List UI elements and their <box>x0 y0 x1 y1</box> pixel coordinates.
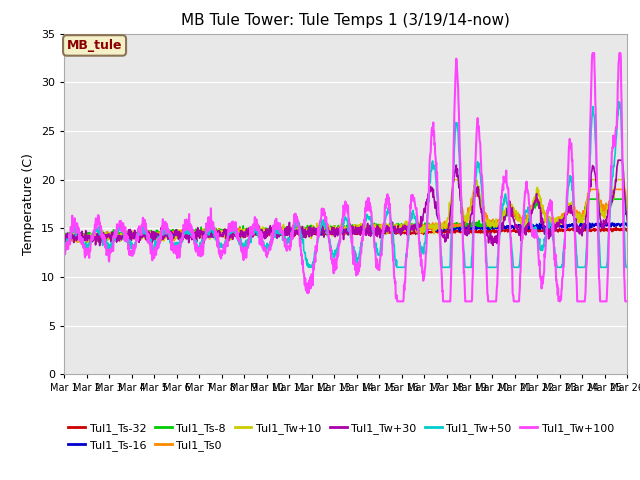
Y-axis label: Temperature (C): Temperature (C) <box>22 153 35 255</box>
Text: MB_tule: MB_tule <box>67 39 122 52</box>
Legend: Tul1_Ts-32, Tul1_Ts-16, Tul1_Ts-8, Tul1_Ts0, Tul1_Tw+10, Tul1_Tw+30, Tul1_Tw+50,: Tul1_Ts-32, Tul1_Ts-16, Tul1_Ts-8, Tul1_… <box>64 419 618 455</box>
Title: MB Tule Tower: Tule Temps 1 (3/19/14-now): MB Tule Tower: Tule Temps 1 (3/19/14-now… <box>181 13 510 28</box>
